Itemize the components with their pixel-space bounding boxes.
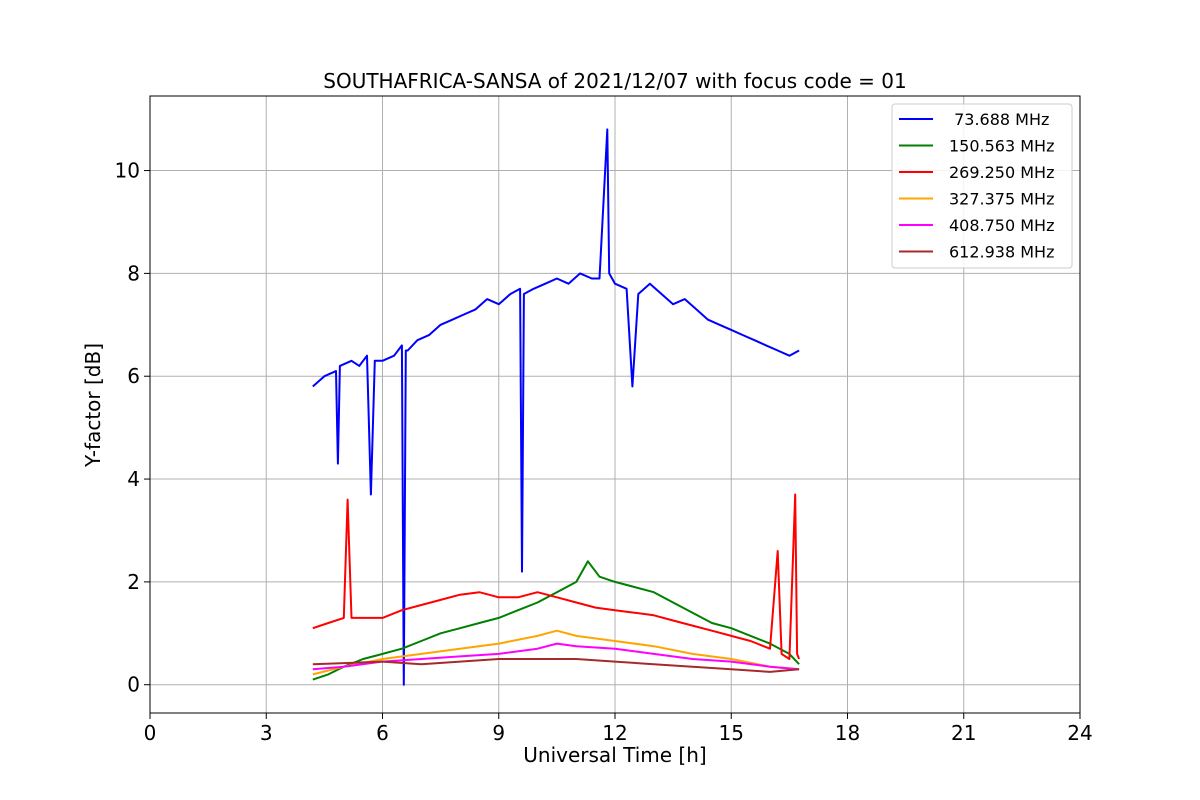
x-axis-label: Universal Time [h] [523,743,706,767]
x-tick-label: 9 [492,721,505,745]
y-tick-label: 8 [127,261,140,285]
y-ticks: 0 2 4 6 8 10 [115,159,150,697]
legend-box [891,103,1073,269]
y-tick-label: 0 [127,673,140,697]
legend-entry: 612.938 MHz [949,243,1054,262]
x-tick-label: 0 [144,721,157,745]
x-tick-label: 15 [719,721,744,745]
y-tick-label: 4 [127,467,140,491]
x-tick-label: 24 [1067,721,1092,745]
series-line-4 [312,629,800,676]
x-ticks: 0 3 6 9 12 15 18 21 24 [144,713,1093,745]
series-line-5 [312,642,800,671]
legend: 73.688 MHz 150.563 MHz 269.250 MHz 327.375 … [891,103,1073,269]
y-axis-label: Y-factor [dB] [81,343,105,468]
x-tick-label: 21 [951,721,976,745]
series-lines [312,128,801,686]
y-tick-label: 6 [127,364,140,388]
legend-entry: 150.563 MHz [949,137,1054,156]
series-line-1 [312,128,800,686]
y-tick-label: 2 [127,570,140,594]
legend-entry: 269.250 MHz [949,163,1054,182]
series-line-2 [312,560,800,681]
x-tick-label: 3 [260,721,273,745]
y-tick-label: 10 [115,159,140,183]
legend-entry: 73.688 MHz [949,110,1049,129]
grid [149,96,1081,713]
legend-entry: 327.375 MHz [949,190,1054,209]
series-line-3 [312,493,801,660]
x-tick-label: 18 [835,721,860,745]
series-line-6 [312,658,800,673]
chart-title: SOUTHAFRICA-SANSA of 2021/12/07 with foc… [323,69,907,93]
x-tick-label: 6 [376,721,389,745]
legend-entry: 408.750 MHz [949,216,1054,235]
x-tick-label: 12 [602,721,627,745]
